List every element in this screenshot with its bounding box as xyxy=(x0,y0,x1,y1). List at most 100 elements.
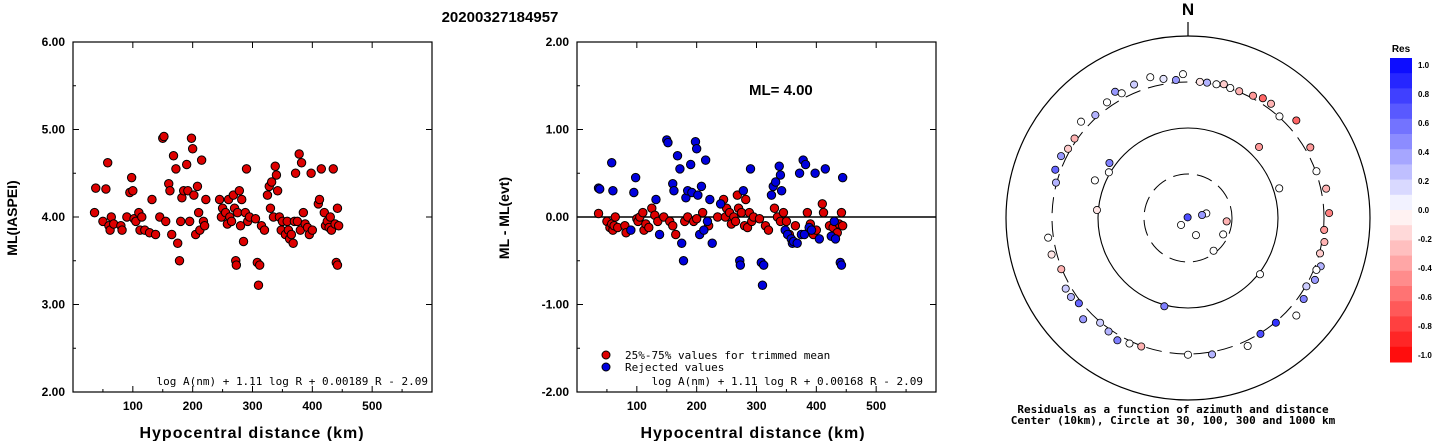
station-marker xyxy=(1137,342,1146,351)
station-marker xyxy=(1183,213,1192,222)
ml-annotation: ML= 4.00 xyxy=(749,82,813,99)
station-marker xyxy=(1209,246,1218,255)
chart2-ylabel: ML - ML(evt) xyxy=(496,177,512,259)
data-point xyxy=(292,216,303,227)
data-point xyxy=(168,151,179,161)
data-point xyxy=(181,159,192,170)
station-marker xyxy=(1292,311,1301,320)
data-point xyxy=(675,164,685,174)
data-point xyxy=(769,203,780,213)
data-point xyxy=(159,131,169,142)
station-marker xyxy=(1275,112,1284,121)
data-point xyxy=(697,207,708,218)
chart2-ytick-label: 2.00 xyxy=(546,35,570,49)
colorbar-tick-label: 0.8 xyxy=(1418,90,1430,99)
data-point xyxy=(199,221,210,231)
station-marker xyxy=(1183,350,1192,359)
data-point xyxy=(790,221,801,231)
data-point xyxy=(775,170,786,180)
legend-label-rejected: Rejected values xyxy=(625,361,724,374)
outer-ring-1000km xyxy=(1005,35,1371,401)
colorbar-tick-label: -0.4 xyxy=(1418,264,1432,273)
station-marker xyxy=(1064,144,1073,153)
station-marker xyxy=(1090,176,1099,185)
chart1-ytick-label: 3.00 xyxy=(42,298,66,312)
chart2-ytick-label: 1.00 xyxy=(546,123,570,137)
data-point xyxy=(117,225,127,235)
station-marker xyxy=(1146,73,1155,82)
colorbar: 1.0 0.8 0.6 0.4 0.2 0.0 -0.2 -0.4 -0.6 -0.8 -1.0 xyxy=(1390,58,1432,363)
station-marker xyxy=(1104,168,1113,177)
colorbar-segment xyxy=(1390,331,1412,348)
data-point xyxy=(231,260,242,270)
data-point xyxy=(184,216,195,227)
station-marker xyxy=(1320,238,1329,247)
data-point xyxy=(332,203,343,213)
data-point xyxy=(253,280,264,290)
station-marker xyxy=(1299,295,1308,304)
data-point xyxy=(705,194,715,205)
data-point xyxy=(254,260,265,270)
colorbar-tick-label: 0.6 xyxy=(1418,119,1430,128)
station-marker xyxy=(1130,80,1139,89)
legend-marker-rejected xyxy=(601,362,611,372)
station-marker xyxy=(1302,282,1311,291)
data-point xyxy=(176,216,186,227)
station-marker xyxy=(1177,220,1186,229)
data-point xyxy=(700,155,711,165)
colorbar-segment xyxy=(1390,179,1412,196)
station-marker xyxy=(1222,217,1231,226)
data-point xyxy=(745,164,756,174)
colorbar-tick-label: 0.0 xyxy=(1418,206,1430,215)
data-point xyxy=(817,199,828,209)
data-point xyxy=(663,137,673,148)
station-marker xyxy=(1320,225,1329,234)
data-point xyxy=(266,177,277,187)
ring-100km xyxy=(1097,127,1279,309)
station-marker xyxy=(1057,265,1066,274)
data-point xyxy=(626,225,636,235)
colorbar-segment xyxy=(1390,88,1412,105)
station-marker xyxy=(1312,265,1321,274)
station-marker xyxy=(1074,299,1083,308)
data-point xyxy=(595,184,605,194)
data-point xyxy=(685,159,696,170)
chart1-xtick-label: 200 xyxy=(183,399,203,413)
colorbar-segment xyxy=(1390,255,1412,272)
data-point xyxy=(806,225,817,235)
data-point xyxy=(778,207,789,218)
station-marker xyxy=(1102,98,1111,107)
colorbar-tick-label: -0.2 xyxy=(1418,235,1432,244)
colorbar-tick-label: 0.4 xyxy=(1418,148,1430,157)
station-marker xyxy=(1178,70,1187,79)
data-point xyxy=(741,194,751,205)
data-point xyxy=(187,144,198,154)
station-marker xyxy=(1271,318,1280,327)
data-point xyxy=(651,194,661,205)
data-point xyxy=(150,229,161,240)
data-point xyxy=(781,216,792,227)
data-point xyxy=(802,207,813,218)
data-point xyxy=(174,256,185,266)
data-point xyxy=(671,229,681,240)
chart2-ytick-label: -2.00 xyxy=(542,385,570,399)
data-point xyxy=(837,221,848,231)
data-point xyxy=(693,190,703,200)
station-marker xyxy=(1255,142,1264,151)
station-marker xyxy=(1125,339,1134,348)
ml-vs-distance-chart: ML(IASPEI) Hypocentral distance (km) log… xyxy=(4,35,433,441)
data-point xyxy=(836,207,847,218)
data-point xyxy=(829,216,839,227)
station-marker xyxy=(1171,76,1180,85)
data-point xyxy=(735,260,746,270)
data-point xyxy=(691,144,702,154)
legend-label-trimmed: 25%-75% values for trimmed mean xyxy=(625,349,830,362)
chart1-ytick-label: 5.00 xyxy=(42,123,66,137)
data-point xyxy=(189,190,199,200)
station-marker xyxy=(1256,329,1265,338)
chart2-ytick-label: 0.00 xyxy=(546,210,570,224)
station-marker xyxy=(1092,206,1101,215)
data-point xyxy=(126,172,137,183)
chart2-xlabel: Hypocentral distance (km) xyxy=(640,425,865,441)
data-point xyxy=(810,168,820,178)
